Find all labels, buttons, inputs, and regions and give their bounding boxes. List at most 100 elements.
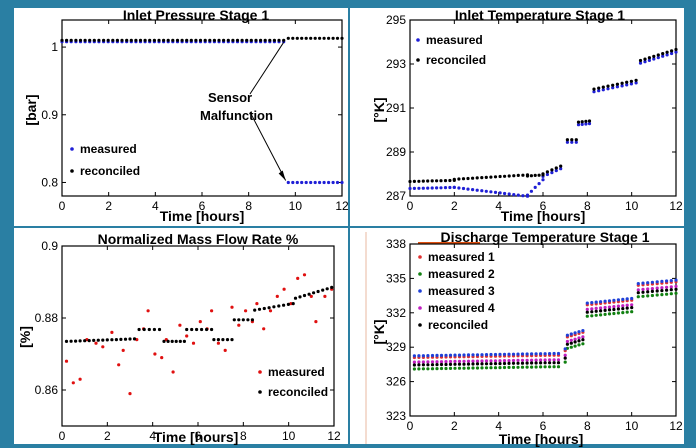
data-point <box>225 338 230 342</box>
data-point <box>660 286 664 290</box>
data-point <box>254 38 258 42</box>
data-point <box>530 358 534 362</box>
data-point <box>157 327 162 332</box>
annotation-arrow-lower <box>249 111 287 181</box>
data-point <box>443 179 448 183</box>
data-point <box>426 186 430 190</box>
data-point <box>417 367 421 371</box>
data-point <box>489 359 493 363</box>
y-axis-label: [°K] <box>371 97 387 122</box>
data-point <box>304 180 308 185</box>
data-point <box>444 353 448 357</box>
series-reconciled <box>408 47 678 184</box>
data-point <box>480 366 484 370</box>
data-point <box>327 180 331 185</box>
data-point <box>615 85 620 89</box>
data-point <box>577 336 581 340</box>
data-point <box>489 175 493 179</box>
data-point <box>78 38 83 42</box>
data-point <box>599 309 603 313</box>
data-point <box>507 352 511 356</box>
data-point <box>318 36 322 40</box>
y-axis-label: [bar] <box>23 94 39 125</box>
data-point <box>650 289 655 293</box>
data-point <box>457 186 461 190</box>
data-point <box>534 361 538 365</box>
data-point <box>498 366 502 370</box>
data-point <box>457 177 461 181</box>
data-point <box>603 305 607 310</box>
mass-flow-rate-chart: 0 2 4 6 8 10 12 0.86 0.88 0.9 Normalized Mass Flow… <box>17 231 341 445</box>
data-point <box>670 49 674 53</box>
data-point <box>212 38 216 42</box>
data-point <box>592 87 596 91</box>
data-point <box>92 338 96 342</box>
x-tick-label: 8 <box>584 199 591 213</box>
data-point <box>302 293 307 298</box>
data-point <box>616 311 621 315</box>
data-point <box>590 307 594 311</box>
data-point <box>665 279 669 283</box>
data-point <box>530 361 534 365</box>
y-tick-label: 0.88 <box>35 311 59 325</box>
data-point <box>439 360 444 364</box>
data-point <box>525 361 529 365</box>
data-point <box>650 280 655 284</box>
data-point <box>230 338 234 342</box>
x-tick-label: 0 <box>59 199 66 213</box>
data-point <box>430 360 435 364</box>
data-point <box>556 358 561 362</box>
data-point <box>462 362 466 366</box>
data-point <box>590 314 594 318</box>
x-tick-label: 0 <box>407 199 414 213</box>
data-point <box>448 362 453 366</box>
data-point <box>430 179 434 183</box>
data-point <box>539 358 543 362</box>
data-point <box>607 312 612 316</box>
data-point <box>493 359 498 363</box>
data-point <box>435 353 439 357</box>
data-point <box>565 140 570 144</box>
data-point <box>539 361 543 365</box>
data-point <box>115 38 119 42</box>
data-point <box>304 36 308 40</box>
data-point <box>629 82 634 86</box>
panel-background-4 <box>350 228 684 444</box>
data-point <box>471 362 475 366</box>
data-point <box>507 192 511 196</box>
y-tick-label: 0.9 <box>41 108 58 122</box>
data-point <box>543 365 547 369</box>
data-point <box>525 365 529 369</box>
x-tick-label: 2 <box>105 199 112 213</box>
data-point <box>448 366 453 370</box>
data-point <box>293 296 298 300</box>
data-point <box>661 54 665 58</box>
data-point <box>573 344 577 348</box>
data-point <box>335 36 340 40</box>
data-point <box>300 180 304 185</box>
data-point <box>216 338 220 342</box>
x-tick-label: 2 <box>104 429 111 443</box>
x-tick-label: 0 <box>59 429 66 443</box>
data-point <box>636 291 640 295</box>
data-point <box>616 304 621 308</box>
data-point <box>291 36 295 40</box>
data-point <box>105 338 109 342</box>
data-point <box>444 366 448 371</box>
data-point <box>529 174 534 178</box>
data-point <box>646 290 650 294</box>
data-point <box>88 38 92 42</box>
data-point <box>166 38 170 42</box>
data-point <box>137 327 141 332</box>
data-point <box>585 301 589 305</box>
data-point <box>580 122 584 126</box>
data-point <box>545 172 550 177</box>
data-point <box>110 338 114 342</box>
data-point <box>563 356 567 360</box>
data-point <box>620 84 624 88</box>
data-point <box>655 289 659 293</box>
data-point <box>570 138 574 142</box>
data-point <box>74 38 78 42</box>
data-point <box>569 332 573 336</box>
data-point <box>525 174 530 178</box>
